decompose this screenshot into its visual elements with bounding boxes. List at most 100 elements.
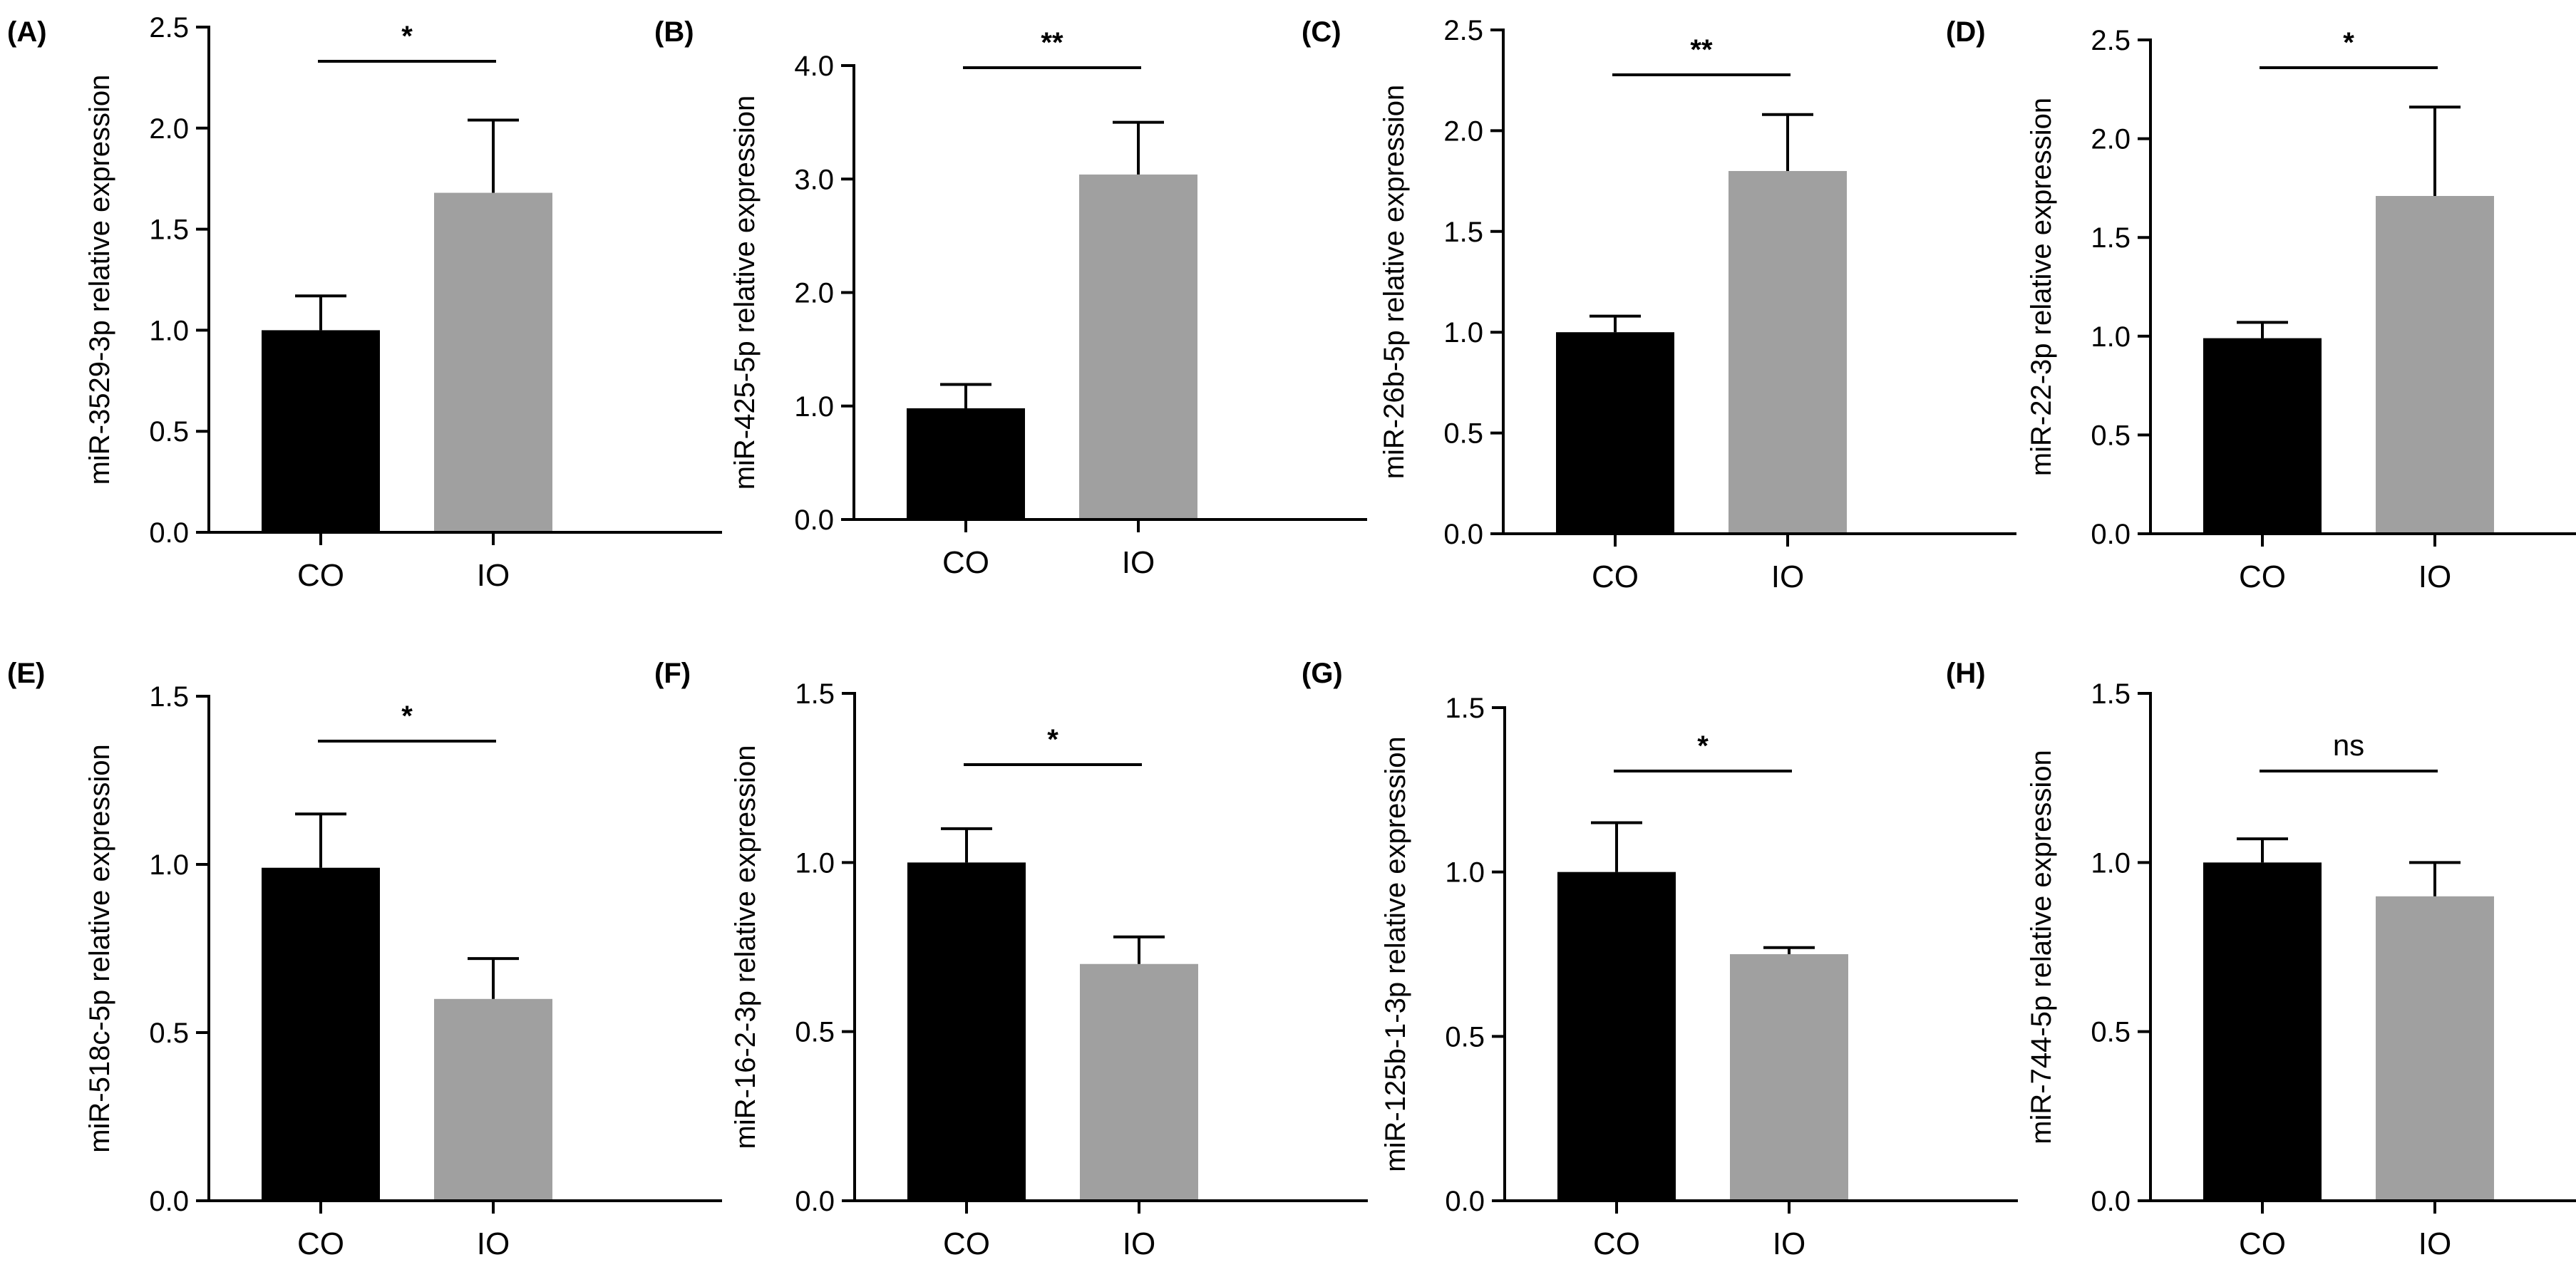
significance-label: ns <box>2333 728 2364 762</box>
bar-io <box>2376 195 2494 534</box>
panel-label: (F) <box>654 658 691 689</box>
panel-label: (B) <box>654 16 694 48</box>
y-tick-label: 1.5 <box>2091 678 2131 710</box>
bar-io <box>434 192 552 532</box>
bar-co <box>262 867 380 1201</box>
y-tick-label: 1.0 <box>2091 847 2131 879</box>
y-tick-label: 1.0 <box>794 391 834 423</box>
y-tick-label: 2.5 <box>2091 25 2131 56</box>
x-tick-label: CO <box>2239 1226 2286 1261</box>
significance-label: ** <box>1041 27 1063 58</box>
y-tick-label: 0.5 <box>795 1017 835 1048</box>
bar-io <box>1730 954 1848 1201</box>
y-tick-label: 3.0 <box>794 164 834 195</box>
panel-d: (D) 0.0 0.5 1.0 1.5 2.0 2.5 CO IO miR-22-3p relat… <box>1946 16 2576 594</box>
y-tick-label: 1.0 <box>2091 321 2131 353</box>
bar-co <box>907 862 1026 1201</box>
y-tick-label: 0.5 <box>1445 1021 1485 1053</box>
y-tick-label: 0.5 <box>149 416 189 448</box>
y-tick-label: 0.5 <box>2091 420 2131 451</box>
y-tick-label: 1.5 <box>149 214 189 246</box>
panel-b: (B) 0.0 1.0 2.0 3.0 4.0 CO IO miR-425-5p relativ… <box>654 16 1367 580</box>
y-tick-label: 2.0 <box>794 278 834 309</box>
x-tick-label: IO <box>2418 1226 2451 1261</box>
x-tick-label: IO <box>1771 559 1804 594</box>
x-tick-label: CO <box>297 558 344 593</box>
y-tick-label: 2.0 <box>149 113 189 145</box>
x-tick-label: IO <box>2418 559 2451 594</box>
significance-label: * <box>1697 730 1709 762</box>
x-tick-label: CO <box>297 1226 344 1261</box>
y-tick-label: 0.0 <box>149 517 189 549</box>
panel-a: (A) 0.0 0.5 1.0 1.5 2.0 2.5 CO IO miR-3529-3p rel… <box>7 12 722 593</box>
y-tick-label: 2.5 <box>1443 15 1483 46</box>
y-tick-label: 0.5 <box>149 1018 189 1049</box>
y-tick-label: 0.0 <box>794 505 834 536</box>
y-axis-title: miR-22-3p relative expression <box>2026 98 2057 476</box>
y-tick-label: 1.0 <box>1443 317 1483 348</box>
y-tick-label: 0.5 <box>2091 1017 2131 1048</box>
y-axis-title: miR-518c-5p relative expression <box>84 744 115 1153</box>
significance-label: * <box>401 700 413 732</box>
x-tick-label: IO <box>1773 1226 1805 1261</box>
x-tick-label: IO <box>1123 1226 1155 1261</box>
y-tick-label: 1.0 <box>795 847 835 879</box>
significance-label: ** <box>1690 34 1713 66</box>
y-tick-label: 0.0 <box>2091 519 2131 550</box>
y-tick-label: 4.0 <box>794 51 834 82</box>
y-axis-title: miR-744-5p relative expression <box>2026 750 2057 1144</box>
y-tick-label: 1.0 <box>149 315 189 346</box>
x-tick-label: IO <box>1122 545 1155 580</box>
y-tick-label: 2.0 <box>1443 115 1483 147</box>
y-axis-title: miR-26b-5p relative expression <box>1379 85 1410 480</box>
y-tick-label: 0.0 <box>2091 1186 2131 1217</box>
y-tick-label: 0.0 <box>1443 519 1483 550</box>
x-tick-label: CO <box>942 545 989 580</box>
y-tick-label: 1.0 <box>149 849 189 881</box>
bar-co <box>2203 338 2322 534</box>
panel-g: (G) 0.0 0.5 1.0 1.5 CO IO miR-125b-1-3p relativ… <box>1302 658 2018 1261</box>
y-tick-label: 2.5 <box>149 12 189 43</box>
y-axis-title: miR-425-5p relative expression <box>729 95 761 490</box>
x-tick-label: IO <box>477 558 510 593</box>
y-tick-label: 1.5 <box>2091 222 2131 254</box>
y-tick-label: 0.0 <box>795 1186 835 1217</box>
bar-co <box>907 408 1025 519</box>
bar-io <box>434 998 552 1201</box>
x-tick-label: CO <box>1592 559 1639 594</box>
x-tick-label: IO <box>477 1226 510 1261</box>
y-tick-label: 0.0 <box>149 1186 189 1217</box>
bar-co <box>1557 872 1676 1201</box>
y-tick-label: 1.5 <box>1443 217 1483 248</box>
bar-io <box>1080 963 1198 1201</box>
bar-io <box>1729 170 1847 534</box>
panel-label: (H) <box>1946 658 1986 689</box>
significance-label: * <box>401 21 413 52</box>
bar-co <box>262 330 380 532</box>
panel-f: (F) 0.0 0.5 1.0 1.5 CO IO miR-16-2-3p relative … <box>654 658 1368 1261</box>
bar-co <box>2203 862 2322 1201</box>
panel-c: (C) 0.0 0.5 1.0 1.5 2.0 2.5 CO IO miR-26b-5p rela… <box>1302 15 2016 594</box>
significance-label: * <box>1047 724 1058 755</box>
panel-label: (G) <box>1302 658 1343 689</box>
panel-label: (E) <box>7 658 45 689</box>
y-tick-label: 0.0 <box>1445 1186 1485 1217</box>
panel-e: (E) 0.0 0.5 1.0 1.5 CO IO miR-518c-5p relative … <box>7 658 722 1261</box>
bar-co <box>1556 332 1674 534</box>
y-axis-title: miR-16-2-3p relative expression <box>730 745 761 1149</box>
panel-h: (H) 0.0 0.5 1.0 1.5 CO IO miR-744-5p relative e… <box>1946 658 2576 1261</box>
x-tick-label: CO <box>1593 1226 1640 1261</box>
panel-label: (D) <box>1946 16 1986 48</box>
x-tick-label: CO <box>943 1226 990 1261</box>
y-tick-label: 1.5 <box>795 678 835 710</box>
y-tick-label: 2.0 <box>2091 124 2131 155</box>
y-tick-label: 1.5 <box>1445 693 1485 724</box>
bar-io <box>2376 896 2494 1201</box>
panel-label: (C) <box>1302 16 1341 48</box>
y-tick-label: 1.5 <box>149 681 189 713</box>
panel-label: (A) <box>7 16 47 48</box>
y-tick-label: 1.0 <box>1445 857 1485 889</box>
y-tick-label: 0.5 <box>1443 418 1483 450</box>
x-tick-label: CO <box>2239 559 2286 594</box>
